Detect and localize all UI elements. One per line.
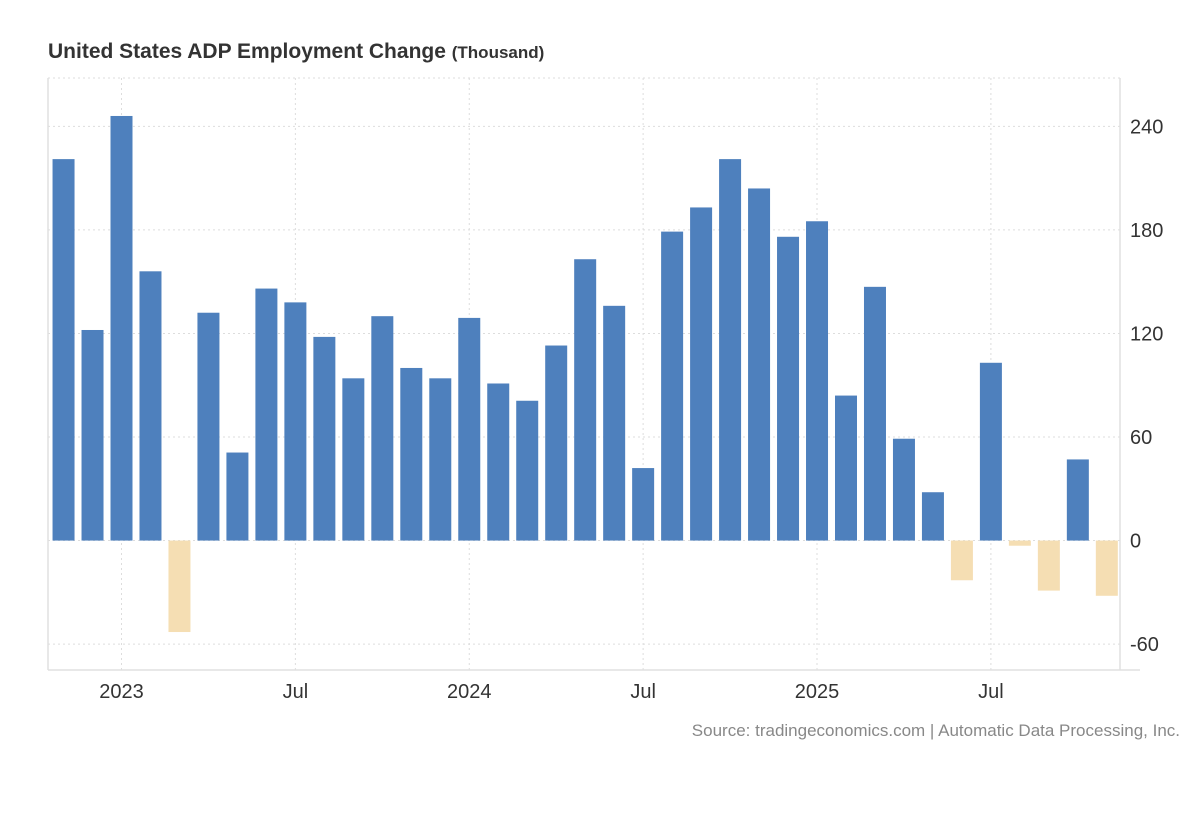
bar-2024-09 (690, 207, 713, 541)
bar-2023-02 (139, 271, 162, 541)
bar-2023-04 (197, 312, 220, 541)
bar-2025-04 (892, 438, 915, 541)
y-tick-label: 240 (1130, 116, 1163, 138)
bar-2025-09 (1037, 540, 1060, 591)
bar-2022-12 (81, 329, 104, 541)
x-tick-label: Jul (978, 681, 1004, 703)
bar-2024-02 (487, 383, 510, 541)
bar-2023-06 (255, 288, 278, 541)
bar-2025-07 (979, 362, 1002, 541)
x-tick-label: Jul (630, 681, 656, 703)
source-note: Source: tradingeconomics.com | Automatic… (691, 721, 1180, 740)
bar-2024-06 (603, 305, 626, 541)
bar-2024-11 (748, 188, 771, 541)
bar-2025-08 (1008, 540, 1031, 546)
x-tick-label: 2025 (795, 681, 840, 703)
bar-2025-06 (950, 540, 973, 581)
bar-2023-01 (110, 115, 133, 541)
bar-2023-05 (226, 452, 249, 541)
y-tick-label: 180 (1130, 220, 1163, 242)
bar-2024-04 (545, 345, 568, 541)
bar-2025-03 (863, 286, 886, 541)
bar-2024-08 (661, 231, 684, 541)
x-tick-label: Jul (283, 681, 309, 703)
bar-2025-11 (1095, 540, 1118, 596)
bar-chart: -60 0 60 120 180 240 2023 Jul 2024 Jul 2025 Jul (47, 77, 1163, 703)
bar-2025-05 (921, 492, 944, 541)
bar-2023-11 (400, 367, 423, 541)
chart-title-text: United States ADP Employment Change (48, 40, 446, 63)
bar-2024-10 (719, 159, 742, 541)
bar-2024-03 (516, 400, 539, 541)
x-tick-label: 2023 (99, 681, 144, 703)
y-tick-label: 120 (1130, 323, 1163, 345)
bar-2024-01 (458, 317, 481, 541)
y-tick-label: 60 (1130, 427, 1152, 449)
bar-2024-12 (777, 236, 800, 541)
bar-2025-01 (806, 221, 829, 541)
y-tick-label: 0 (1130, 531, 1141, 553)
bar-2023-10 (371, 316, 394, 541)
bar-2023-07 (284, 302, 307, 541)
bar-2022-11 (52, 159, 75, 541)
bar-2023-12 (429, 378, 452, 541)
bar-2023-09 (342, 378, 365, 541)
chart-unit: (Thousand) (451, 43, 545, 62)
bar-2024-05 (574, 259, 597, 541)
bar-2023-08 (313, 336, 336, 541)
bar-2025-02 (835, 395, 857, 541)
y-tick-label: -60 (1130, 634, 1159, 656)
bar-2024-07 (632, 468, 655, 541)
chart-title: United States ADP Employment Change (Tho… (48, 40, 544, 64)
bar-2023-03 (168, 540, 191, 633)
x-tick-label: 2024 (447, 681, 492, 703)
bar-2025-10 (1066, 459, 1089, 541)
